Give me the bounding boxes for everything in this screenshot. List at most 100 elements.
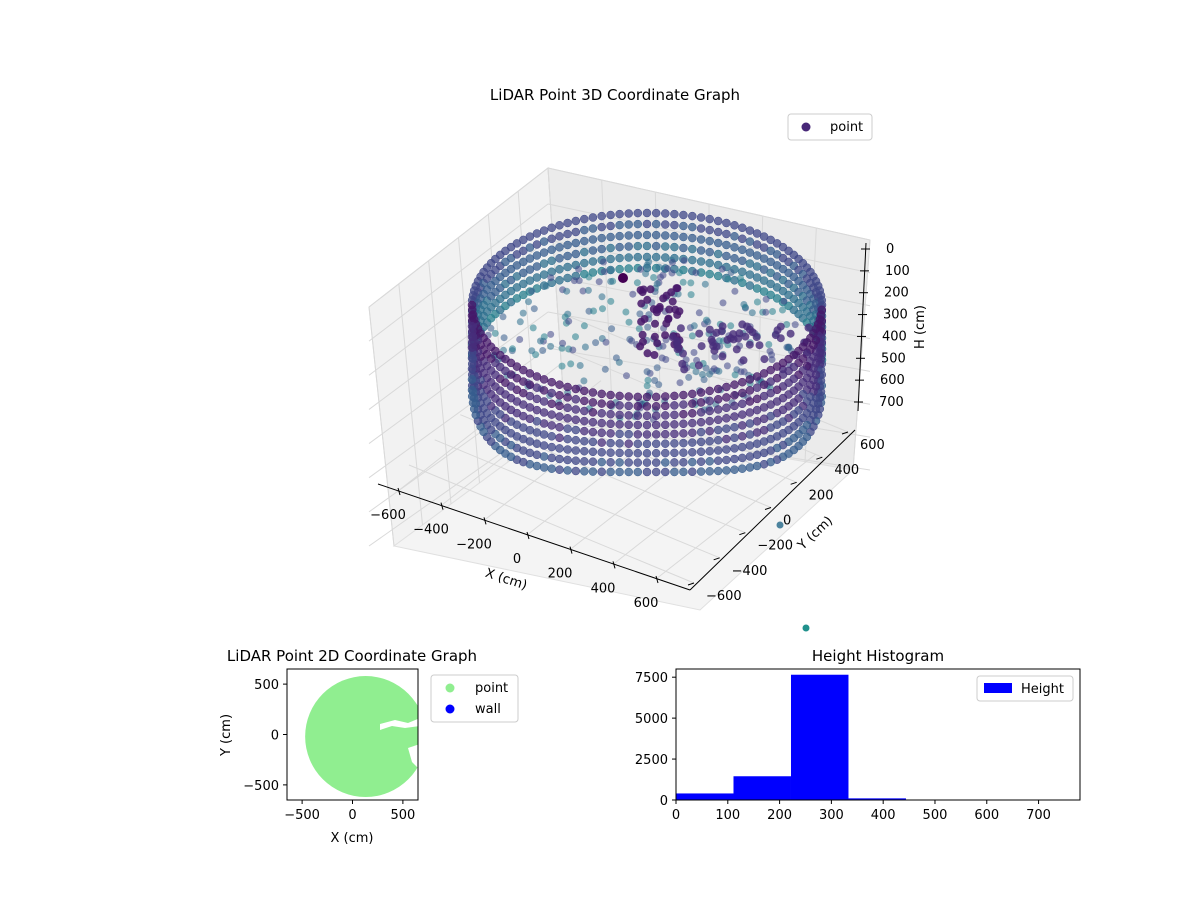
scatter-3d-point bbox=[759, 369, 769, 378]
scatter-3d-point bbox=[547, 245, 556, 255]
scatter-3d-point bbox=[718, 265, 726, 273]
scatter-3d-point bbox=[597, 222, 606, 232]
scatter-3d-point bbox=[730, 412, 739, 421]
grid-line-vertical bbox=[398, 283, 423, 526]
scatter-3d-point bbox=[676, 269, 683, 277]
scatter-3d-point bbox=[651, 208, 661, 218]
scatter-3d-point bbox=[615, 439, 624, 448]
scatter-3d-point bbox=[705, 386, 714, 396]
grid-line-vertical bbox=[368, 306, 395, 547]
scatter-3d-point bbox=[653, 339, 662, 348]
legend-marker-wall bbox=[445, 704, 455, 714]
grid-line-z bbox=[368, 311, 549, 444]
y-tick-label: −500 bbox=[243, 779, 279, 794]
scatter-3d-point bbox=[741, 332, 750, 341]
scatter-3d-point bbox=[606, 448, 615, 457]
scatter-3d-point bbox=[722, 455, 731, 465]
scatter-3d-point bbox=[692, 368, 700, 376]
scatter-3d-point bbox=[724, 275, 732, 283]
scatter-3d-point bbox=[701, 280, 709, 288]
scatter-3d-point bbox=[690, 322, 698, 330]
scatter-3d-point bbox=[715, 367, 723, 375]
y-tick-label: −400 bbox=[732, 564, 768, 579]
scatter-3d-point bbox=[580, 416, 589, 426]
scatter-3d-point bbox=[615, 429, 624, 439]
scatter-3d-point bbox=[597, 233, 606, 243]
scatter-3d-point bbox=[580, 446, 589, 456]
x-axis-label-2d: X (cm) bbox=[331, 831, 374, 846]
scatter-3d-point bbox=[752, 284, 762, 293]
scatter-3d-point bbox=[598, 293, 606, 301]
scatter-3d-point bbox=[580, 258, 589, 268]
scatter-3d-point bbox=[752, 372, 762, 381]
y-tick-mark bbox=[713, 557, 720, 561]
scatter-3d-point bbox=[676, 379, 684, 387]
scatter-3d-point bbox=[688, 233, 697, 243]
scatter-3d-point bbox=[651, 402, 661, 411]
scatter-3d-point bbox=[722, 240, 731, 250]
scatter-3d-point bbox=[705, 269, 714, 279]
scatter-3d-point bbox=[467, 311, 477, 320]
scatter-3d-point bbox=[651, 377, 659, 384]
scatter-3d-point bbox=[539, 430, 549, 439]
scatter-3d-point bbox=[615, 220, 624, 230]
scatter-3d-point bbox=[633, 420, 643, 430]
scatter-3d-point bbox=[738, 256, 747, 266]
scatter-3d-point bbox=[563, 393, 572, 402]
scatter-3d-point bbox=[622, 308, 630, 316]
scatter-3d-point bbox=[597, 428, 606, 438]
scatter-3d-point bbox=[817, 295, 827, 305]
scatter-3d-point bbox=[519, 309, 527, 317]
grid-line-vertical bbox=[601, 179, 614, 429]
z-tick-label: 400 bbox=[882, 329, 907, 344]
scatter-3d-point bbox=[606, 232, 615, 242]
scatter-3d-point bbox=[563, 218, 572, 228]
scatter-3d-point bbox=[661, 401, 670, 411]
scatter-3d-point bbox=[705, 214, 714, 224]
scatter-3d-point bbox=[786, 329, 795, 338]
scatter-3d-point bbox=[670, 401, 679, 410]
scatter-3d-point bbox=[769, 308, 776, 315]
scatter-3d-point bbox=[633, 208, 643, 218]
histogram-bar bbox=[676, 793, 734, 800]
scatter-3d-point bbox=[597, 467, 606, 477]
scatter-3d-point bbox=[661, 209, 670, 218]
scatter-3d-point bbox=[752, 405, 762, 415]
scatter-3d-point bbox=[679, 390, 688, 400]
x-tick-label: −500 bbox=[284, 808, 320, 823]
scatter-3d-point bbox=[624, 467, 633, 477]
scatter-3d-point bbox=[516, 318, 524, 326]
y-axis-label-3d: Y (cm) bbox=[794, 514, 836, 554]
scatter-3d-point bbox=[612, 354, 620, 362]
scatter-3d-point bbox=[555, 221, 564, 230]
y-tick-label: −600 bbox=[706, 589, 742, 604]
scatter-3d-point bbox=[645, 258, 653, 266]
scatter-3d-point bbox=[668, 269, 676, 277]
y-tick-label: 5000 bbox=[635, 712, 668, 727]
scatter-3d-point bbox=[539, 452, 549, 461]
scatter-3d-point bbox=[679, 278, 687, 286]
scatter-3d-point bbox=[571, 227, 581, 237]
scatter-3d-point bbox=[592, 339, 600, 347]
scatter-3d-point bbox=[745, 452, 755, 461]
scatter-3d-point bbox=[651, 420, 661, 430]
z-tick-label: 100 bbox=[885, 264, 910, 279]
grid-line-z bbox=[368, 203, 549, 342]
scatter-3d-point bbox=[555, 433, 564, 443]
scatter-3d-point bbox=[661, 220, 670, 229]
scatter-3d-point bbox=[658, 354, 666, 362]
scatter-3d-point bbox=[547, 256, 556, 266]
scatter-3d-point bbox=[499, 313, 507, 321]
x-tick-mark bbox=[655, 575, 659, 584]
scatter-3d-point bbox=[730, 254, 739, 263]
scatter-3d-point bbox=[651, 241, 661, 251]
scatter-3d-point bbox=[718, 322, 727, 331]
scatter-3d-point bbox=[643, 382, 651, 390]
scatter-3d-point bbox=[601, 365, 609, 373]
scatter-3d-point bbox=[525, 276, 535, 285]
scatter-3d-point bbox=[529, 324, 537, 332]
scatter-3d-point bbox=[738, 453, 747, 463]
scatter-3d-point bbox=[581, 343, 589, 351]
scatter-3d-outlier bbox=[776, 521, 784, 529]
scatter-3d-point bbox=[555, 444, 564, 453]
